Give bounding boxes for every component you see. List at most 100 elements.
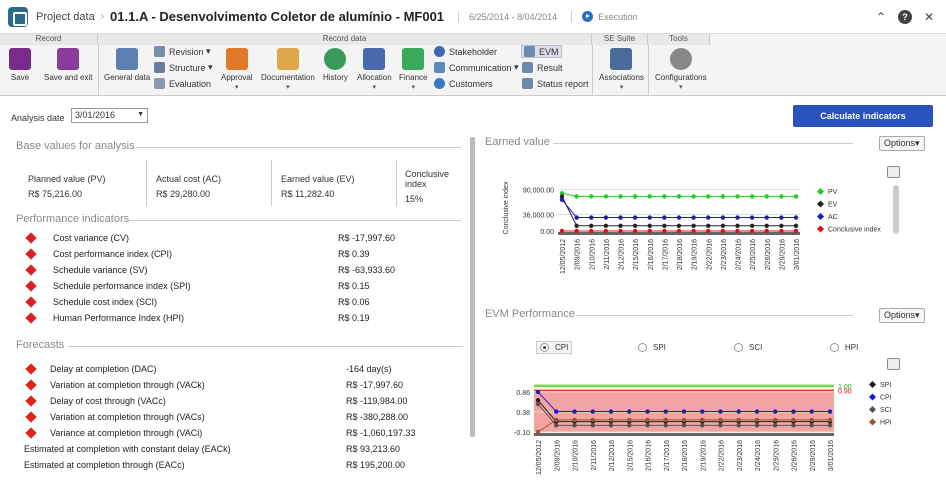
data-point xyxy=(754,423,760,428)
y-tick-label: 0.38 xyxy=(516,410,530,417)
save-and-exit-button[interactable]: Save and exit xyxy=(44,48,92,82)
data-point xyxy=(773,409,778,414)
data-point xyxy=(779,223,784,229)
associations-button[interactable]: Associations ▾ xyxy=(599,48,644,91)
group-tools-header: Tools xyxy=(648,34,710,45)
left-panel-scrollbar[interactable] xyxy=(470,137,475,437)
approval-button[interactable]: Approval ▾ xyxy=(221,48,253,91)
indicator-value: R$ 93,213.60 xyxy=(346,444,401,454)
data-point xyxy=(618,194,623,199)
data-point xyxy=(691,215,696,220)
data-point xyxy=(572,409,577,414)
chevron-down-icon: ▼ xyxy=(137,111,144,118)
data-point xyxy=(618,228,623,234)
status-report-icon xyxy=(522,78,533,89)
data-point xyxy=(645,417,650,423)
x-tick-label: 2/24/2016 xyxy=(736,239,743,270)
radio-hpi[interactable]: HPI xyxy=(830,343,858,352)
data-point xyxy=(754,409,760,414)
data-point xyxy=(773,417,778,423)
evaluation-button[interactable]: Evaluation xyxy=(154,78,211,89)
data-point xyxy=(574,228,579,234)
general-label: General data xyxy=(104,73,151,82)
approval-icon xyxy=(225,48,248,70)
data-point xyxy=(720,228,726,234)
radio-sci[interactable]: SCI xyxy=(734,343,762,352)
data-point xyxy=(603,223,609,229)
radio-cpi[interactable]: CPI xyxy=(536,341,573,354)
data-point xyxy=(735,228,740,234)
history-button[interactable]: History xyxy=(323,48,348,82)
status-report-button[interactable]: Status report xyxy=(522,78,589,89)
radio-spi[interactable]: SPI xyxy=(638,343,666,352)
divider xyxy=(68,346,463,347)
stakeholder-button[interactable]: Stakeholder xyxy=(434,46,497,57)
general-data-button[interactable]: General data xyxy=(104,48,150,82)
data-point xyxy=(736,409,741,414)
indicator-value: R$ 0.06 xyxy=(338,297,370,307)
calculate-indicators-button[interactable]: Calculate indicators xyxy=(793,105,933,127)
result-button[interactable]: Result xyxy=(522,62,563,73)
data-point xyxy=(603,228,609,234)
allocation-button[interactable]: Allocation ▾ xyxy=(357,48,392,91)
documentation-label: Documentation xyxy=(261,73,315,82)
forecasts-title: Forecasts xyxy=(16,339,65,351)
red-diamond-icon xyxy=(25,296,37,308)
chart-toggle-icon[interactable] xyxy=(887,358,900,370)
communication-button[interactable]: Communication ▾ xyxy=(434,62,519,73)
evm-button[interactable]: EVM xyxy=(521,45,562,58)
customers-button[interactable]: Customers xyxy=(434,78,493,89)
data-point xyxy=(718,423,723,428)
radio-hpi-label: HPI xyxy=(845,343,859,352)
help-icon[interactable]: ? xyxy=(898,10,912,24)
evm-options-button[interactable]: Options▾ xyxy=(879,308,925,323)
collapse-icon[interactable]: ⌃ xyxy=(875,10,887,24)
breadcrumb-project-data[interactable]: Project data xyxy=(36,10,95,23)
documentation-button[interactable]: Documentation ▾ xyxy=(261,48,315,91)
data-point xyxy=(700,423,705,428)
data-point xyxy=(700,409,705,414)
structure-button[interactable]: Structure ▾ xyxy=(154,62,213,73)
divider xyxy=(146,160,147,206)
legend-marker xyxy=(868,380,877,389)
divider xyxy=(592,45,593,95)
x-tick-label: 2/17/2016 xyxy=(664,440,671,471)
chart-toggle-icon[interactable] xyxy=(887,166,900,178)
customers-label: Customers xyxy=(449,78,493,89)
legend-scrollbar[interactable] xyxy=(893,185,899,234)
legend-label: SCI xyxy=(880,407,892,414)
x-tick-label: 2/26/2016 xyxy=(765,239,772,270)
indicator-value: R$ -1,060,197.33 xyxy=(346,428,416,438)
data-point xyxy=(608,423,614,428)
save-button[interactable]: Save xyxy=(9,48,31,82)
close-icon[interactable]: ✕ xyxy=(923,10,935,24)
x-tick-label: 2/12/2016 xyxy=(619,239,626,270)
x-tick-label: 2/29/2016 xyxy=(810,440,817,471)
legend-marker xyxy=(868,418,877,426)
radio-spi-circle xyxy=(638,343,647,352)
data-point xyxy=(749,228,755,234)
ribbon-toolbar: Record Record data SE Suite Tools Save S… xyxy=(0,34,946,96)
x-tick-label: 2/16/2016 xyxy=(646,440,653,471)
earned-value-options-button[interactable]: Options▾ xyxy=(879,136,925,151)
conclusive-index-label: Conclusive index xyxy=(405,169,450,189)
red-diamond-icon xyxy=(25,363,37,375)
data-point xyxy=(590,423,595,428)
configurations-button[interactable]: Configurations ▾ xyxy=(655,48,707,91)
data-point xyxy=(676,194,682,199)
ac-label: Actual cost (AC) xyxy=(156,174,222,184)
options-label: Options xyxy=(884,138,916,148)
x-tick-label: 2/22/2016 xyxy=(706,239,713,270)
data-point xyxy=(535,389,541,395)
analysis-date-select[interactable]: 3/01/2016 ▼ xyxy=(71,108,148,123)
data-point xyxy=(662,223,667,229)
finance-button[interactable]: Finance ▾ xyxy=(399,48,427,91)
dropdown-arrow-icon: ▾ xyxy=(372,84,377,91)
pv-value: R$ 75,216.00 xyxy=(28,189,83,199)
data-point xyxy=(735,223,740,229)
revision-button[interactable]: Revision ▾ xyxy=(154,46,211,57)
data-point xyxy=(645,423,650,428)
allocation-label: Allocation xyxy=(357,73,392,82)
radio-sci-circle xyxy=(734,343,743,352)
earned-value-title: Earned value xyxy=(485,136,550,148)
